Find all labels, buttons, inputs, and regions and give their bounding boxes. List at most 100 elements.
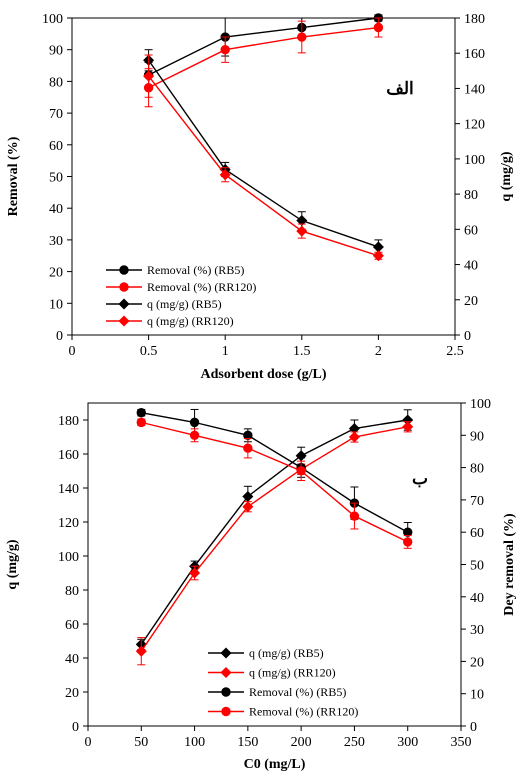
chart2-y-tick-label: 60: [65, 618, 79, 633]
chart1-legend: Removal (%) (RB5) Removal (%) (RR120) q (m…: [106, 263, 256, 328]
chart1-y-tick-label: 80: [49, 75, 63, 90]
chart1-legend-label: Removal (%) (RR120): [147, 280, 256, 294]
chart2-y-tick-label: 100: [58, 550, 79, 565]
chart2-series-4-line: [141, 421, 409, 543]
chart2-x-tick-label: 350: [451, 735, 472, 750]
chart1-x-tick-label: 1: [222, 344, 229, 359]
chart2-series-2-line: [140, 426, 408, 652]
chart1: 0 0.5 1 1.5 2 2.50102030405060708090100020406…: [6, 12, 514, 382]
chart1-x-tick-label: 0: [69, 344, 76, 359]
chart1-series-2-point: [297, 32, 307, 42]
chart1-series-2-line: [148, 26, 379, 89]
chart2-y-tick-label: 40: [65, 652, 79, 667]
chart1-y-tick-label: 20: [49, 266, 63, 281]
chart1-y2-tick-label: 100: [464, 153, 485, 168]
chart2-legend-label: Removal (%) (RR120): [249, 705, 358, 719]
chart2-legend-label: q (mg/g) (RB5): [249, 646, 324, 660]
chart1-y-tick-label: 90: [49, 44, 63, 59]
chart2-series-4-point: [296, 466, 306, 476]
chart2-panel-label: ب: [412, 469, 428, 488]
chart1-x-tick-label: 0.5: [140, 344, 158, 359]
chart1-y2-tick-label: 60: [464, 223, 478, 238]
chart1-legend-marker: [118, 315, 130, 327]
chart1-y2-tick-label: 180: [464, 12, 485, 27]
chart2-y2-tick-label: 80: [470, 462, 484, 477]
chart1-series-4: [143, 54, 384, 262]
chart1-y-tick-label: 10: [49, 297, 63, 312]
chart1-series-2-point: [373, 22, 384, 33]
chart1-legend-marker: [119, 265, 129, 275]
chart2-x-tick-label: 300: [397, 735, 418, 750]
chart1-legend-label: Removal (%) (RB5): [147, 263, 244, 277]
chart1-y2-tick-label: 20: [464, 294, 478, 309]
chart2-series-4: [136, 417, 413, 549]
chart1-x-tick-label: 2.5: [446, 344, 464, 359]
chart1-y-tick-label: 70: [49, 107, 63, 122]
chart2-legend-marker: [220, 666, 232, 679]
chart2-series-2-point: [135, 645, 147, 657]
chart2-series-4-point: [136, 417, 146, 428]
chart2-y2-tick-label: 90: [470, 429, 484, 444]
chart2-series-4-point: [403, 537, 413, 547]
chart2-series-2-point: [189, 567, 201, 579]
chart2-y2-tick-label: 30: [470, 623, 484, 638]
chart1-legend-label: q (mg/g) (RB5): [147, 297, 222, 311]
chart1-series-1: [143, 13, 384, 89]
chart2-series-1-line: [140, 419, 408, 645]
chart2-y-tick-label: 0: [72, 720, 79, 735]
chart2-x-axis-label: C0 (mg/L): [244, 757, 306, 772]
chart2-x-tick-label: 250: [344, 735, 365, 750]
chart2-legend-label: Removal (%) (RB5): [249, 685, 346, 699]
chart2-y2-tick-label: 10: [470, 688, 484, 703]
chart2-series-3: [136, 407, 413, 543]
chart1-series-4-point: [372, 250, 384, 262]
chart2-series-2: [135, 421, 414, 666]
chart2-series-3-point: [136, 407, 146, 418]
chart2-y-tick-label: 160: [58, 448, 79, 463]
chart2-x-tick-label: 100: [184, 735, 205, 750]
chart1-legend-marker: [119, 282, 129, 292]
chart2-legend-marker: [221, 706, 231, 717]
chart1-y-tick-label: 60: [49, 139, 63, 154]
chart2-y-tick-label: 20: [65, 686, 79, 701]
chart1-y2-tick-label: 40: [464, 259, 478, 274]
chart1-y-tick-label: 30: [49, 234, 63, 249]
chart2-y2-tick-label: 100: [470, 397, 491, 412]
chart1-series-4-point: [143, 70, 155, 82]
chart1-panel-label: الف: [386, 79, 414, 98]
chart1-series-1-line: [148, 17, 379, 76]
chart2-y-axis-label: q (mg/g): [5, 539, 20, 590]
chart2-legend-label: q (mg/g) (RR120): [249, 666, 336, 680]
chart1-series-3: [143, 49, 384, 255]
chart1-series-2: [143, 17, 384, 108]
chart2-x-tick-label: 200: [291, 735, 312, 750]
chart2-series-2-point: [242, 501, 254, 513]
chart2-series-2-point: [402, 421, 414, 433]
chart2-legend: q (mg/g) (RB5) q (mg/g) (RR120) Removal (%…: [208, 646, 358, 719]
chart2-y-tick-label: 140: [58, 482, 79, 497]
chart1-legend-label: q (mg/g) (RR120): [147, 314, 234, 328]
chart1-y-tick-label: 100: [42, 12, 63, 27]
chart1-legend-marker: [118, 298, 130, 310]
chart2-y-tick-label: 180: [58, 414, 79, 429]
chart1-x-tick-label: 2: [375, 344, 382, 359]
chart1-y-tick-label: 0: [56, 329, 63, 344]
chart1-series-2-point: [220, 45, 230, 55]
chart2-y2-tick-label: 20: [470, 655, 484, 670]
chart2-y2-tick-label: 60: [470, 526, 484, 541]
chart2-series-3-point: [189, 417, 200, 428]
chart1-y-tick-label: 50: [49, 171, 63, 186]
chart2: 0 50 100 150 200 250 300 3500204060801001201401…: [5, 397, 517, 772]
chart1-x-axis-label: Adsorbent dose (g/L): [200, 367, 326, 382]
chart2-y2-tick-label: 70: [470, 494, 484, 509]
chart2-series-4-point: [243, 443, 253, 453]
chart1-series-4-point: [219, 169, 231, 181]
chart1-y2-tick-label: 0: [464, 329, 471, 344]
chart2-legend-marker: [221, 687, 231, 697]
chart1-y2-axis-label: q (mg/g): [499, 151, 514, 202]
chart1-y2-tick-label: 160: [464, 47, 485, 62]
chart2-y2-tick-label: 50: [470, 559, 484, 574]
chart1-series-4-line: [148, 75, 379, 257]
chart1-y2-tick-label: 80: [464, 188, 478, 203]
